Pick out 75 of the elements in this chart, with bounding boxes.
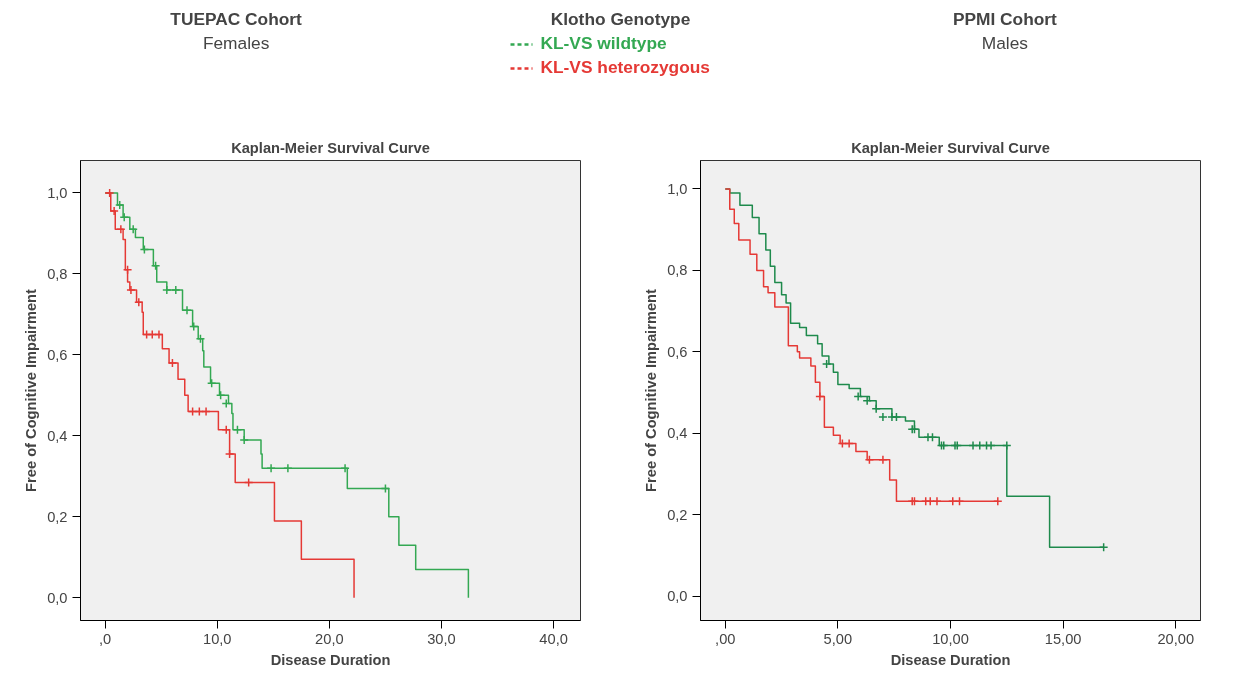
point <box>340 463 350 473</box>
y-tick-label: 0,2 <box>667 506 688 523</box>
legend-label: KL-VS heterozygous <box>540 56 710 77</box>
point <box>844 438 854 449</box>
point <box>167 358 178 368</box>
x-tick-label: 20,00 <box>1157 630 1195 647</box>
point <box>128 224 138 235</box>
point <box>221 398 231 409</box>
point <box>162 285 172 295</box>
point <box>109 206 119 216</box>
x-tick-label: 30,0 <box>427 630 456 647</box>
point <box>853 391 863 402</box>
point <box>122 265 133 275</box>
x-tick-label: 10,0 <box>203 630 232 647</box>
text: Females <box>202 32 270 53</box>
point <box>206 378 217 388</box>
text: PPMI Cohort <box>952 8 1058 29</box>
point <box>221 425 231 435</box>
chart-title: Kaplan-Meier Survival Curve <box>851 139 1050 156</box>
point <box>283 463 293 473</box>
x-axis-title: Disease Duration <box>890 651 1011 668</box>
text: Males <box>981 32 1029 53</box>
point <box>232 425 243 435</box>
point <box>104 188 115 198</box>
point <box>150 261 161 271</box>
point <box>116 224 126 235</box>
point <box>821 359 832 369</box>
y-tick-label: 1,0 <box>47 184 68 201</box>
point <box>126 285 136 295</box>
y-tick-label: 0,6 <box>667 343 688 360</box>
y-tick-label: 0,4 <box>667 425 688 442</box>
y-tick-label: 0,8 <box>47 265 68 282</box>
y-tick-label: 0,0 <box>667 588 688 605</box>
point <box>878 412 888 422</box>
x-tick-label: 15,00 <box>1044 630 1082 647</box>
x-tick-label: ,0 <box>99 630 112 647</box>
point <box>815 391 825 402</box>
point <box>948 496 958 506</box>
text: TUEPAC Cohort <box>170 8 303 29</box>
y-tick-label: 0,0 <box>47 589 68 606</box>
y-tick-label: 0,4 <box>47 427 68 444</box>
point <box>266 463 276 473</box>
y-tick-label: 0,2 <box>47 508 68 525</box>
point <box>1098 542 1109 552</box>
point <box>925 496 935 506</box>
x-tick-label: 5,00 <box>823 630 853 647</box>
point <box>871 404 881 414</box>
y-tick-label: 1,0 <box>667 181 688 197</box>
point <box>239 435 249 445</box>
point <box>182 305 192 316</box>
y-axis-title: Free of Cognitive Impairment <box>643 288 660 492</box>
point <box>154 329 164 340</box>
y-tick-label: 0,6 <box>47 346 68 363</box>
x-tick-label: 20,0 <box>315 630 344 647</box>
point <box>114 200 125 210</box>
x-tick-label: 40,0 <box>539 630 568 647</box>
point <box>201 406 211 417</box>
legend-label: KL-VS wildtype <box>540 32 667 53</box>
point <box>986 440 996 451</box>
x-tick-label: 10,00 <box>932 630 969 647</box>
x-tick-label: ,00 <box>715 630 736 647</box>
point <box>878 454 888 465</box>
chart-title: Kaplan-Meier Survival Curve <box>231 139 430 156</box>
point <box>954 496 965 506</box>
point <box>224 449 235 459</box>
y-tick-label: 0,8 <box>667 262 688 279</box>
legend-title: Klotho Genotype <box>550 8 691 29</box>
point <box>993 496 1003 506</box>
x-axis-title: Disease Duration <box>270 651 391 668</box>
point <box>119 212 129 222</box>
point <box>134 297 144 307</box>
y-axis-title: Free of Cognitive Impairment <box>23 288 40 492</box>
point <box>171 285 181 295</box>
point <box>932 496 942 506</box>
point <box>1002 440 1012 451</box>
